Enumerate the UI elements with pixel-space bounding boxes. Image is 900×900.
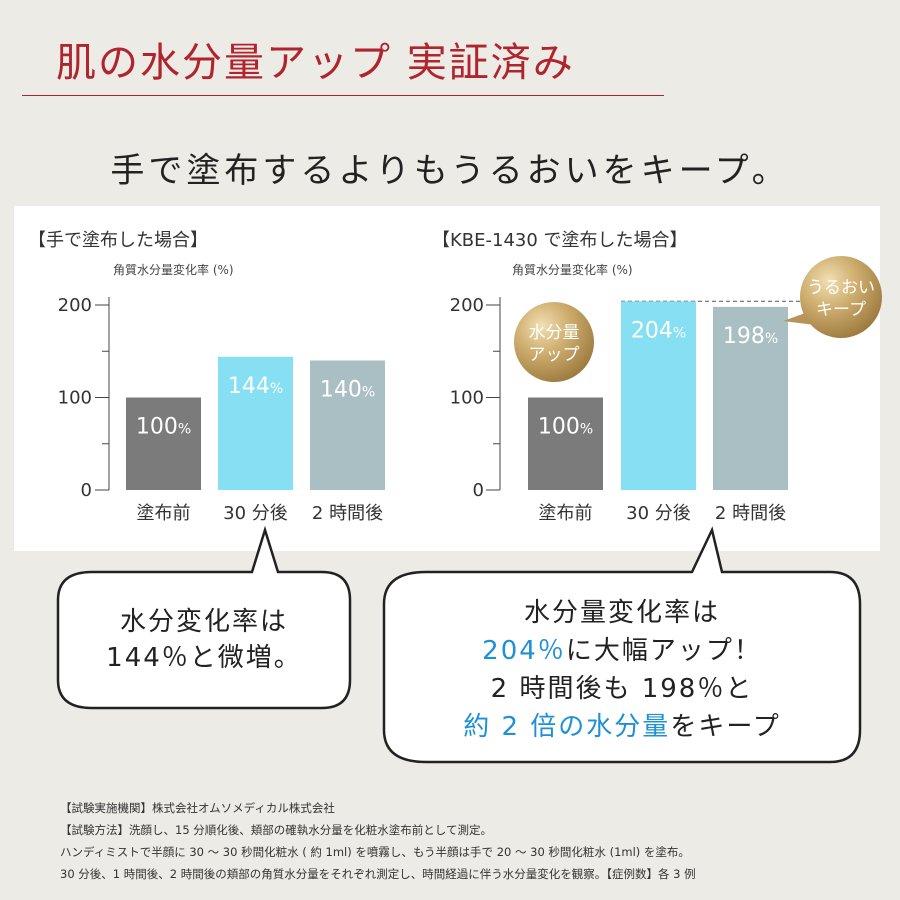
callout-left-line-1: 水分変化率は [119,607,288,637]
bar-value-unit: % [270,381,283,397]
callout-line-2-rest: に大幅アップ！ [565,636,762,666]
charts: 【手で塗布した場合】角質水分量変化率 (%) 0 100 200 100% 塗布前 144%… [28,229,882,524]
bar-1 [126,397,201,490]
bar-value-number: 198 [723,324,765,349]
y-tick-label: 200 [58,295,92,316]
test-notes: 【試験実施機関】株式会社オムソメディカル株式会社 【試験方法】洗顔し、15 分順… [60,797,860,885]
badge-text: 水分量 [529,323,580,343]
note-line-4: 30 分後、1 時間後、2 時間後の頬部の角質水分量をそれぞれ測定し、時間経過に… [60,867,696,881]
bar-3 [713,306,788,490]
y-tick-label: 200 [450,295,484,316]
title-divider [22,95,664,96]
x-category-label: 2 時間後 [715,503,786,524]
x-category-label: 塗布前 [539,502,593,524]
callout-line-4-rest: をキープ [670,712,781,742]
y-tick-label: 0 [81,480,92,501]
callout-highlight-204: 204％ [482,636,566,666]
badge-circle [514,302,594,382]
bar-2 [218,356,293,490]
bar-value-label: 204% [631,318,686,343]
bar-value-label: 100% [136,415,191,440]
bar-1 [528,397,603,490]
bar-value-unit: % [673,325,686,341]
badge-text: アップ [529,345,580,365]
callout-right-line-2: 204％に大幅アップ！ [384,632,860,670]
callout-right-line-4: 約 2 倍の水分量をキープ [384,708,860,746]
bar-value-number: 100 [136,415,178,440]
callout-right: 水分量変化率は 204％に大幅アップ！ 2 時間後も 198％と 約 2 倍の水… [384,594,860,746]
callout-right-bubble [382,526,862,764]
bar-value-label: 100% [538,415,593,440]
callout-highlight-double: 約 2 倍の水分量 [463,712,671,742]
callout-right-line-1: 水分量変化率は [523,598,720,628]
y-tick-label: 100 [450,388,484,409]
callout-left-line-2: 144％と微増。 [106,643,302,673]
x-category-label: 2 時間後 [312,503,383,524]
bar-value-label: 144% [228,374,283,399]
bar-value-number: 100 [538,415,580,440]
bar-value-number: 204 [631,318,673,343]
bar-3 [310,360,385,490]
x-category-label: 30 分後 [626,503,691,524]
note-line-2: 【試験方法】洗顔し、15 分順化後、頬部の確執水分量を化粧水塗布前として測定。 [60,823,492,837]
bar-value-unit: % [362,385,375,401]
y-axis-label: 角質水分量変化率 (%) [113,262,234,277]
chart-title: 【手で塗布した場合】 [28,229,208,251]
y-tick-label: 100 [58,388,92,409]
page-title: 肌の水分量アップ 実証済み [56,40,575,86]
bar-value-number: 144 [228,374,270,399]
bar-value-unit: % [765,331,778,347]
page-subtitle: 手で塗布するよりもうるおいをキープ。 [110,151,790,191]
x-category-label: 30 分後 [223,503,288,524]
bar-value-unit: % [580,422,593,438]
badge-circle [800,256,882,338]
note-line-3: ハンディミストで半顔に 30 ～ 30 秒間化粧水 ( 約 1ml) を噴霧し、… [60,845,690,859]
callout-right-line-3: 2 時間後も 198％と [490,674,754,704]
bar-value-label: 140% [320,378,375,403]
badge-text: うるおい [807,278,875,298]
callout-left-bubble [56,525,352,710]
badge-text: キープ [816,300,866,320]
y-axis-label: 角質水分量変化率 (%) [512,262,633,277]
callout-left: 水分変化率は 144％と微増。 [58,604,350,676]
bar-value-label: 198% [723,324,778,349]
bar-2 [621,301,696,490]
note-line-1: 【試験実施機関】株式会社オムソメディカル株式会社 [60,801,335,815]
bar-value-number: 140 [320,378,362,403]
bar-value-unit: % [178,422,191,438]
y-tick-label: 0 [473,480,484,501]
chart-title: 【KBE-1430 で塗布した場合】 [432,229,688,251]
x-category-label: 塗布前 [137,502,191,524]
